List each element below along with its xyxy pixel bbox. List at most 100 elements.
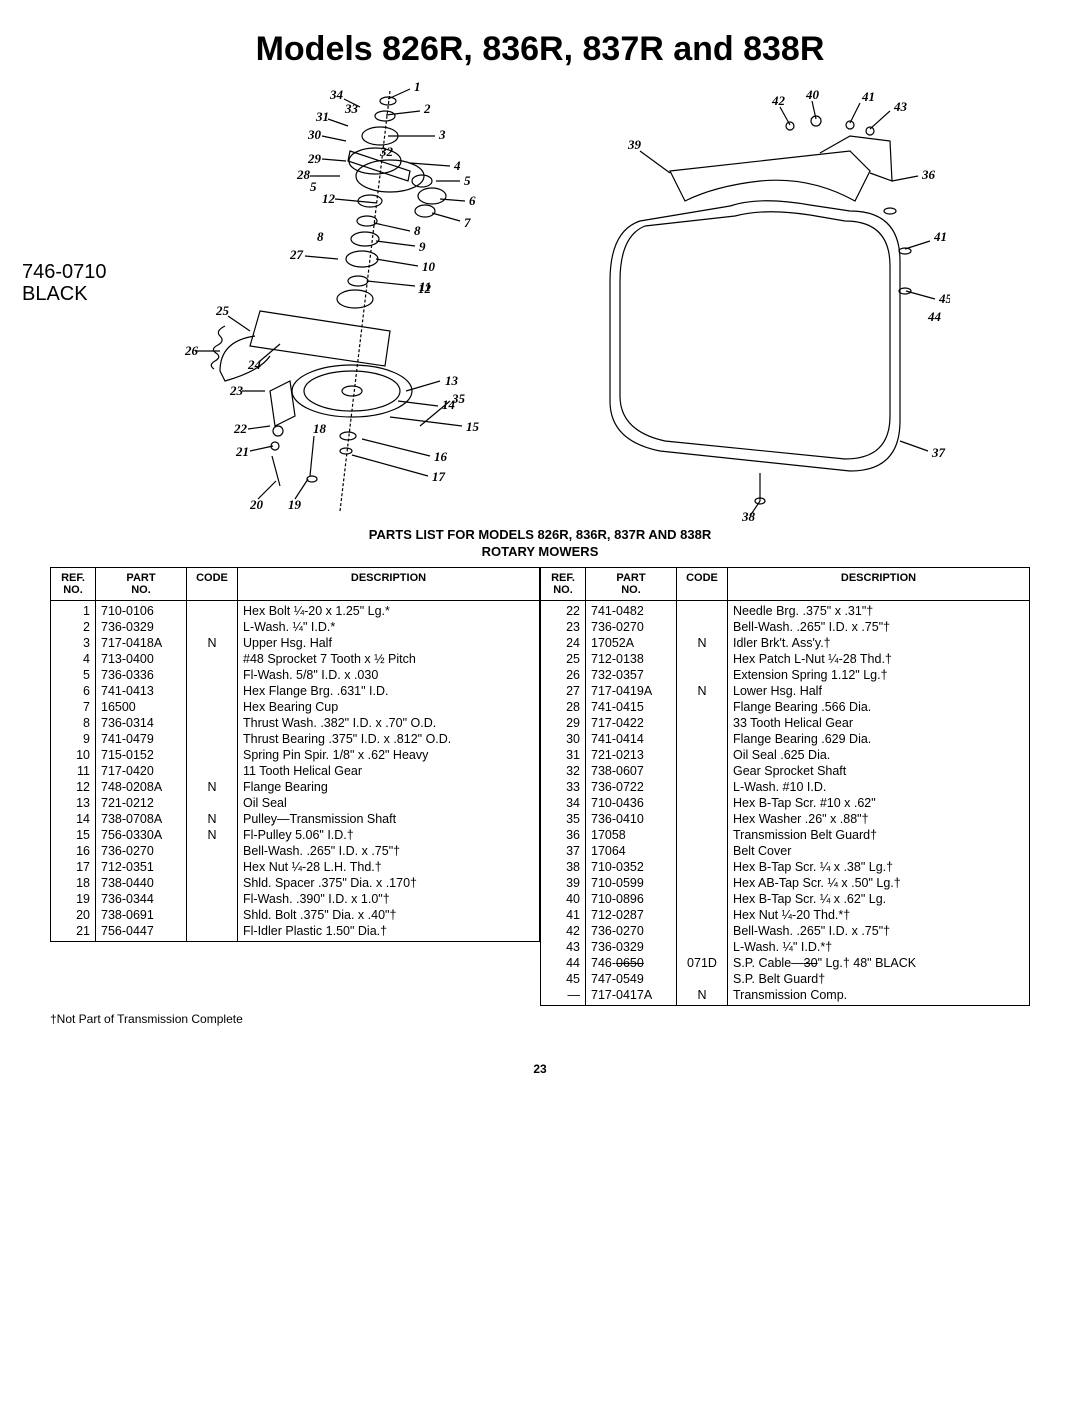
svg-text:34: 34 [329, 87, 344, 102]
svg-text:37: 37 [931, 445, 946, 460]
page-number: 23 [50, 1062, 1030, 1076]
cell-code [677, 875, 728, 891]
cell-part: 736-0344 [96, 891, 187, 907]
col-ref: REF. NO. [51, 568, 96, 601]
cell-desc: Needle Brg. .375" x .31"† [728, 601, 1030, 620]
cell-code: N [187, 779, 238, 795]
cell-desc: Gear Sprocket Shaft [728, 763, 1030, 779]
cell-desc: Lower Hsg. Half [728, 683, 1030, 699]
svg-text:35: 35 [451, 391, 466, 406]
cell-desc: #48 Sprocket 7 Tooth x ½ Pitch [238, 651, 540, 667]
cell-code [677, 699, 728, 715]
cell-part: 717-0420 [96, 763, 187, 779]
cell-code [187, 619, 238, 635]
cell-part: 748-0208A [96, 779, 187, 795]
cell-part: 736-0270 [96, 843, 187, 859]
cell-desc: Shld. Spacer .375" Dia. x .170† [238, 875, 540, 891]
svg-text:36: 36 [921, 167, 936, 182]
table-row: 1710-0106Hex Bolt ¼-20 x 1.25" Lg.* [51, 601, 540, 620]
svg-text:7: 7 [464, 215, 471, 230]
cell-ref: 25 [541, 651, 586, 667]
cell-code [677, 715, 728, 731]
diagrams-row: 746-0710 BLACK [50, 81, 1030, 521]
table-row: 27717-0419ANLower Hsg. Half [541, 683, 1030, 699]
cell-desc: Fl-Wash. 5/8" I.D. x .030 [238, 667, 540, 683]
cell-desc: Spring Pin Spir. 1/8" x .62" Heavy [238, 747, 540, 763]
cell-ref: 45 [541, 971, 586, 987]
cell-ref: 5 [51, 667, 96, 683]
cell-ref: 7 [51, 699, 96, 715]
cell-part: 736-0336 [96, 667, 187, 683]
cell-desc: Bell-Wash. .265" I.D. x .75"† [728, 923, 1030, 939]
table-row: 23736-0270 Bell-Wash. .265" I.D. x .75"† [541, 619, 1030, 635]
table-row: 18738-0440Shld. Spacer .375" Dia. x .170… [51, 875, 540, 891]
cell-part: 736-0270 [586, 619, 677, 635]
cell-ref: 17 [51, 859, 96, 875]
table-row: 21756-0447Fl-Idler Plastic 1.50" Dia.† [51, 923, 540, 942]
cell-ref: 32 [541, 763, 586, 779]
svg-text:9: 9 [419, 239, 426, 254]
cell-part: 741-0482 [586, 601, 677, 620]
svg-text:15: 15 [466, 419, 480, 434]
cell-code [677, 907, 728, 923]
svg-text:41: 41 [861, 89, 875, 104]
svg-text:16: 16 [434, 449, 448, 464]
cell-code [677, 971, 728, 987]
cell-part: 747-0549 [586, 971, 677, 987]
cell-part: 721-0212 [96, 795, 187, 811]
svg-text:31: 31 [315, 109, 329, 124]
cell-ref: 28 [541, 699, 586, 715]
table-row: 39710-0599Hex AB-Tap Scr. ¼ x .50" Lg.† [541, 875, 1030, 891]
parts-list-subtitle: ROTARY MOWERS [50, 544, 1030, 559]
cell-code [677, 827, 728, 843]
parts-table-wrapper: REF. NO. PART NO. CODE DESCRIPTION 1710-… [50, 567, 1030, 1006]
cell-ref: 18 [51, 875, 96, 891]
cell-desc: Bell-Wash. .265" I.D. x .75"† [728, 619, 1030, 635]
cell-code [677, 843, 728, 859]
table-row: 26732-0357Extension Spring 1.12" Lg.† [541, 667, 1030, 683]
table-row: 17712-0351Hex Nut ¼-28 L.H. Thd.† [51, 859, 540, 875]
table-row: 41712-0287Hex Nut ¼-20 Thd.*† [541, 907, 1030, 923]
table-row: 16736-0270 Bell-Wash. .265" I.D. x .75"† [51, 843, 540, 859]
svg-text:3: 3 [438, 127, 446, 142]
svg-text:30: 30 [307, 127, 322, 142]
table-row: 10715-0152Spring Pin Spir. 1/8" x .62" H… [51, 747, 540, 763]
cell-desc: L-Wash. ¼" I.D.* [238, 619, 540, 635]
svg-text:43: 43 [893, 99, 908, 114]
cell-ref: 19 [51, 891, 96, 907]
cell-part: 717-0419A [586, 683, 677, 699]
cell-part: 738-0607 [586, 763, 677, 779]
cell-ref: 13 [51, 795, 96, 811]
svg-text:23: 23 [229, 383, 244, 398]
svg-text:21: 21 [235, 444, 249, 459]
cell-code [677, 859, 728, 875]
table-row: 4713-0400#48 Sprocket 7 Tooth x ½ Pitch [51, 651, 540, 667]
cell-desc: Hex B-Tap Scr. ¼ x .38" Lg.† [728, 859, 1030, 875]
cell-code [187, 667, 238, 683]
table-row: 2417052ANIdler Brk't. Ass'y.† [541, 635, 1030, 651]
svg-text:45: 45 [938, 291, 950, 306]
cell-ref: 23 [541, 619, 586, 635]
left-diagram: 1 2 3 4 5 6 7 8 9 10 11 12 27 29 28 30 3… [130, 81, 530, 521]
cell-code: 071D [677, 955, 728, 971]
cell-desc: Bell-Wash. .265" I.D. x .75"† [238, 843, 540, 859]
svg-text:10: 10 [422, 259, 436, 274]
svg-text:42: 42 [771, 93, 786, 108]
cell-ref: 16 [51, 843, 96, 859]
cell-desc: Hex Washer .26" x .88"† [728, 811, 1030, 827]
cell-desc: Oil Seal .625 Dia. [728, 747, 1030, 763]
cell-desc: 11 Tooth Helical Gear [238, 763, 540, 779]
table-row: 20738-0691Shld. Bolt .375" Dia. x .40"† [51, 907, 540, 923]
cell-code [187, 683, 238, 699]
cell-code [677, 939, 728, 955]
parts-table-left: REF. NO. PART NO. CODE DESCRIPTION 1710-… [50, 567, 540, 942]
cell-code [677, 763, 728, 779]
cell-desc: Hex Nut ¼-28 L.H. Thd.† [238, 859, 540, 875]
cell-part: 741-0479 [96, 731, 187, 747]
table-row: 25712-0138Hex Patch L-Nut ¼-28 Thd.† [541, 651, 1030, 667]
svg-text:38: 38 [741, 509, 756, 521]
col-desc: DESCRIPTION [238, 568, 540, 601]
cell-desc: Hex B-Tap Scr. #10 x .62" [728, 795, 1030, 811]
table-row: 3717-0418ANUpper Hsg. Half [51, 635, 540, 651]
cell-desc: Belt Cover [728, 843, 1030, 859]
